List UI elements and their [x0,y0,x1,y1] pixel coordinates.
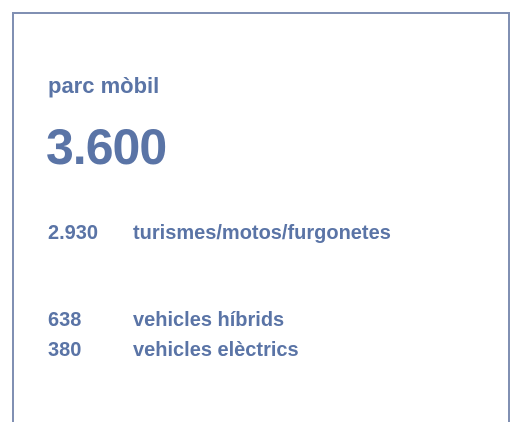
item-value: 380 [48,339,82,361]
item-label: vehicles elèctrics [133,339,299,361]
page: parc mòbil 3.600 2.930 turismes/motos/fu… [12,12,510,422]
item-label: vehicles híbrids [133,309,285,331]
item-value: 638 [48,309,82,331]
card-frame [12,12,510,422]
item-label: turismes/motos/furgonetes [133,222,391,244]
total: 3.600 [46,119,167,175]
title: parc mòbil [48,73,160,98]
item-value: 2.930 [48,222,99,244]
